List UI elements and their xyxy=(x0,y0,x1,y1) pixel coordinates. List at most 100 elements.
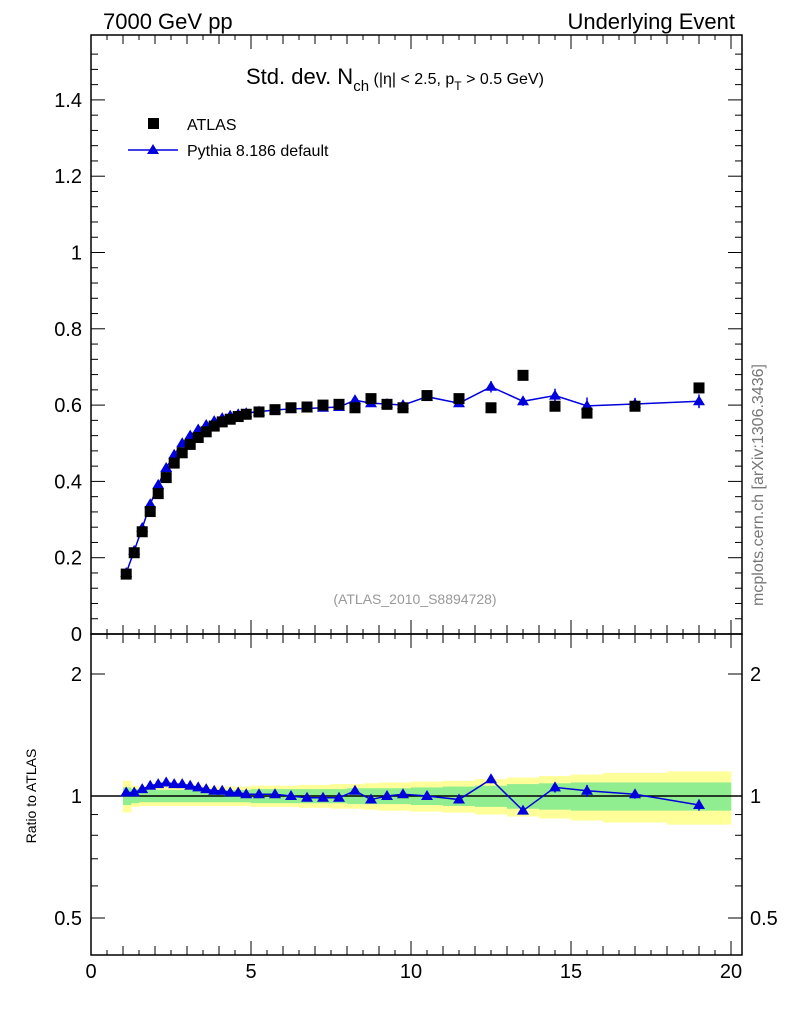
title-condition-a: (|η| < 2.5, p xyxy=(369,71,454,88)
atlas-point xyxy=(453,393,465,405)
legend-atlas-label: ATLAS xyxy=(187,117,237,134)
atlas-point xyxy=(365,393,377,405)
atlas-point xyxy=(240,408,252,420)
ratio-y-tick-label: 1 xyxy=(71,786,82,808)
atlas-point xyxy=(285,402,297,414)
legend: ATLAS Pythia 8.186 default xyxy=(128,117,329,160)
atlas-point xyxy=(581,407,593,419)
atlas-point xyxy=(200,426,212,438)
atlas-point xyxy=(253,406,265,418)
mc-point xyxy=(517,395,529,406)
atlas-point xyxy=(301,401,313,413)
ratio-y-tick-label-right: 2 xyxy=(750,664,761,686)
ratio-mc-point xyxy=(136,783,149,794)
ratio-mc-point xyxy=(224,786,237,797)
ratio-y-axis-label: Ratio to ATLAS xyxy=(23,749,39,844)
main-series xyxy=(120,369,705,580)
mc-line xyxy=(125,385,700,574)
mc-point xyxy=(581,399,593,410)
atlas-point xyxy=(136,526,148,538)
y-tick-label: 1.2 xyxy=(54,166,82,188)
ratio-plot-frame xyxy=(90,633,743,956)
atlas-point xyxy=(333,398,345,410)
atlas-point xyxy=(349,402,361,414)
atlas-point xyxy=(693,382,705,394)
x-tick-label: 0 xyxy=(85,961,96,983)
ratio-mc-point xyxy=(485,773,497,784)
y-tick-label: 0.6 xyxy=(54,395,82,417)
header-right: Underlying Event xyxy=(567,9,735,34)
ratio-mc-point xyxy=(160,776,173,787)
title-condition-subscript: T xyxy=(454,79,462,93)
atlas-point xyxy=(421,390,433,402)
legend-mc-marker xyxy=(147,144,159,154)
atlas-point xyxy=(381,398,393,410)
atlas-point xyxy=(176,447,188,459)
ratio-mc-point xyxy=(421,790,433,800)
ratio-mc-point xyxy=(269,788,281,799)
atlas-point xyxy=(549,400,561,412)
atlas-point xyxy=(128,547,140,559)
title-main-subscript: ch xyxy=(353,78,369,95)
atlas-point xyxy=(144,506,156,518)
ratio-mc-point xyxy=(253,788,265,799)
title-main: Std. dev. N xyxy=(246,64,353,89)
atlas-point xyxy=(629,400,641,412)
ratio-mc-point xyxy=(453,793,465,804)
y-tick-label: 0.8 xyxy=(54,319,82,341)
analysis-tag: (ATLAS_2010_S8894728) xyxy=(333,591,496,607)
ratio-mc-point xyxy=(365,793,377,804)
y-tick-label: 0.2 xyxy=(54,548,82,570)
ratio-mc-point xyxy=(184,779,197,790)
ratio-mc-point xyxy=(517,804,529,815)
plot-title: Std. dev. Nch (|η| < 2.5, pT > 0.5 GeV) xyxy=(246,64,544,95)
ratio-mc-point xyxy=(285,790,297,800)
atlas-point xyxy=(152,488,164,500)
mc-point xyxy=(349,394,361,405)
y-tick-label: 1.4 xyxy=(54,90,82,112)
atlas-point xyxy=(269,404,281,416)
ratio-mc-point xyxy=(232,786,245,797)
legend-atlas-marker xyxy=(148,118,159,129)
x-tick-label: 10 xyxy=(400,961,422,983)
mc-point xyxy=(485,380,497,391)
ratio-mc-point xyxy=(349,784,361,795)
atlas-point xyxy=(485,402,497,414)
atlas-point xyxy=(216,416,228,428)
atlas-point xyxy=(160,472,172,484)
mc-point xyxy=(144,498,157,509)
mc-point xyxy=(160,462,173,473)
ratio-mc-point xyxy=(549,781,561,792)
ratio-mc-point xyxy=(301,791,313,802)
ratio-mc-point xyxy=(200,783,213,794)
mc-point xyxy=(693,395,705,406)
x-tick-label: 5 xyxy=(245,961,256,983)
legend-mc-label: Pythia 8.186 default xyxy=(187,143,329,160)
ratio-mc-point xyxy=(128,786,141,797)
atlas-point xyxy=(317,399,329,411)
ratio-mc-point xyxy=(216,784,229,795)
atlas-point xyxy=(517,369,529,381)
ratio-y-tick-label-right: 0.5 xyxy=(750,908,778,930)
title-condition-b: > 0.5 GeV) xyxy=(462,71,544,88)
ratio-y-tick-label-right: 1 xyxy=(750,786,761,808)
side-label: mcplots.cern.ch [arXiv:1306.3436] xyxy=(750,364,767,606)
atlas-point xyxy=(184,438,196,450)
ratio-mc-point xyxy=(333,791,345,802)
y-tick-label: 0.4 xyxy=(54,471,82,493)
ratio-mc-point xyxy=(120,786,133,797)
y-tick-label: 0 xyxy=(71,624,82,646)
ratio-mc-point xyxy=(381,790,393,800)
ratio-mc-point xyxy=(397,788,409,799)
axis-ticks xyxy=(90,35,742,955)
atlas-point xyxy=(208,420,220,432)
x-tick-label: 15 xyxy=(560,961,582,983)
y-tick-label: 1 xyxy=(71,243,82,265)
atlas-point xyxy=(397,402,409,414)
ratio-y-tick-label: 2 xyxy=(71,664,82,686)
axis-tick-labels: 0 5 10 15 20 0 0.2 0.4 0.6 0.8 1 1.2 1.4 0.5 0.5 1 1 2 2 xyxy=(54,90,778,983)
header-left: 7000 GeV pp xyxy=(103,9,233,34)
mc-point xyxy=(152,478,165,489)
x-tick-label: 20 xyxy=(720,961,742,983)
